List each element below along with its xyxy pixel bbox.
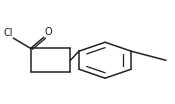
Text: Cl: Cl [3, 28, 13, 38]
Text: O: O [44, 27, 52, 37]
